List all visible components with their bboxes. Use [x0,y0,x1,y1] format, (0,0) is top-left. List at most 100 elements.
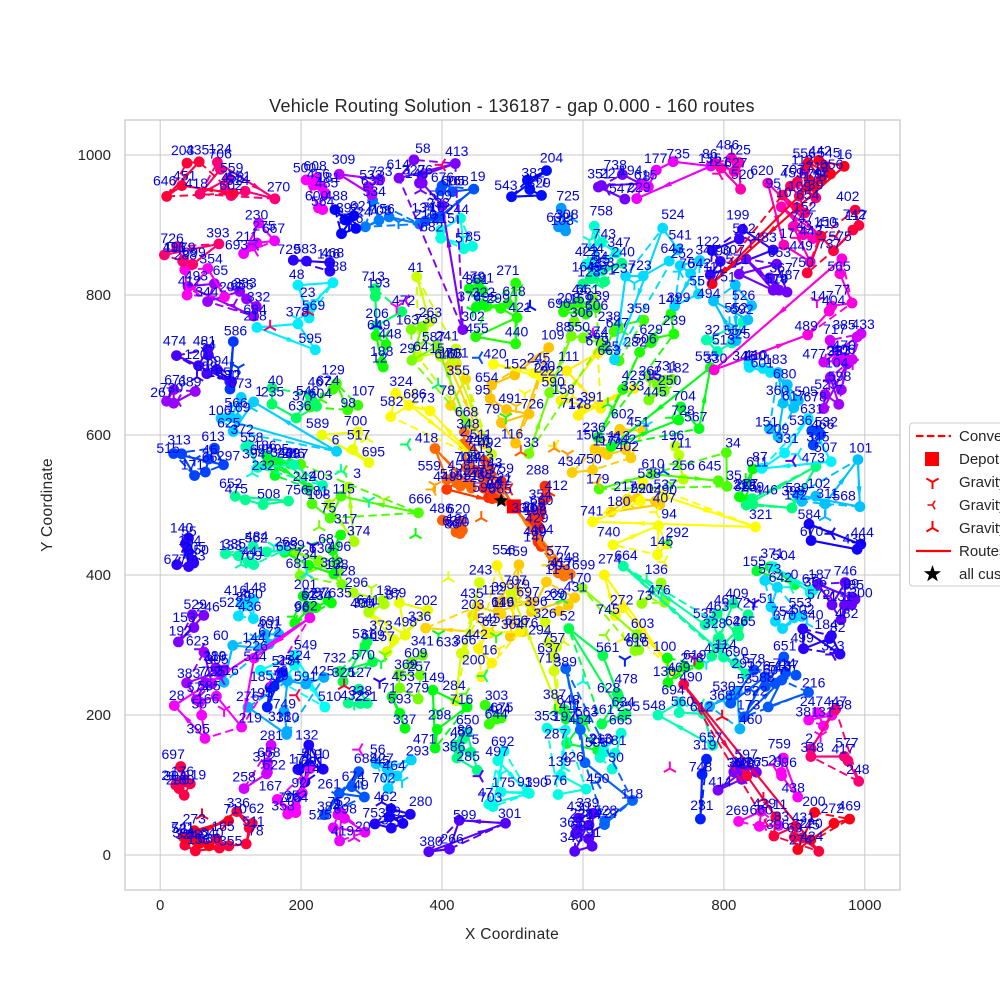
svg-text:29: 29 [400,340,416,356]
svg-text:747: 747 [488,472,512,488]
svg-text:187: 187 [808,566,832,582]
svg-text:106: 106 [208,402,232,418]
svg-text:16: 16 [837,146,853,162]
svg-text:426: 426 [561,749,585,765]
svg-text:249: 249 [277,444,301,460]
svg-text:326: 326 [533,605,557,621]
svg-text:589: 589 [306,415,330,431]
svg-text:33: 33 [523,434,539,450]
svg-text:30: 30 [608,749,624,765]
svg-text:248: 248 [846,761,870,777]
svg-text:738: 738 [604,156,628,172]
svg-text:333: 333 [621,377,645,393]
svg-text:308: 308 [555,206,579,222]
svg-text:281: 281 [260,727,284,743]
svg-text:652: 652 [219,475,243,491]
svg-text:407: 407 [738,754,762,770]
svg-text:460: 460 [739,711,763,727]
svg-text:44: 44 [572,281,588,297]
svg-text:500: 500 [293,160,317,176]
svg-text:469: 469 [838,798,862,814]
svg-text:616: 616 [626,634,650,650]
svg-text:559: 559 [220,160,244,176]
svg-text:541: 541 [669,227,693,243]
svg-text:152: 152 [504,355,528,371]
svg-text:413: 413 [445,143,469,159]
svg-text:510: 510 [318,688,342,704]
svg-text:622: 622 [262,756,286,772]
svg-text:261: 261 [318,776,342,792]
svg-text:11: 11 [545,561,560,577]
svg-text:466: 466 [811,416,835,432]
svg-text:586: 586 [224,322,248,338]
svg-text:11: 11 [773,796,788,812]
svg-text:182: 182 [666,360,690,376]
svg-text:680: 680 [773,365,797,381]
svg-text:477: 477 [802,345,826,361]
svg-text:173: 173 [737,696,761,712]
svg-text:720: 720 [532,358,556,374]
svg-text:656: 656 [505,612,529,628]
svg-text:202: 202 [414,592,438,608]
svg-text:177: 177 [644,150,668,166]
svg-text:412: 412 [545,477,569,493]
svg-text:302: 302 [461,308,485,324]
svg-text:179: 179 [586,470,610,486]
svg-text:287: 287 [544,726,568,742]
svg-text:203: 203 [171,142,195,158]
svg-text:120: 120 [184,346,208,362]
svg-text:670: 670 [800,523,824,539]
svg-text:81: 81 [611,732,627,748]
svg-text:190: 190 [525,774,549,790]
svg-text:476: 476 [647,582,671,598]
svg-text:55: 55 [181,523,197,539]
svg-text:422: 422 [575,243,599,259]
svg-text:309: 309 [332,151,356,167]
svg-text:127: 127 [349,664,373,680]
svg-text:701: 701 [445,344,469,360]
svg-text:23: 23 [300,284,316,300]
svg-text:531: 531 [352,626,376,642]
svg-text:371: 371 [760,545,784,561]
svg-text:729: 729 [277,241,301,257]
svg-text:200: 200 [289,897,314,914]
svg-text:all customers: all customers [959,566,1000,583]
svg-text:497: 497 [485,743,509,759]
svg-text:592: 592 [730,301,754,317]
svg-text:118: 118 [621,786,644,802]
svg-text:579: 579 [265,667,289,683]
svg-text:91: 91 [586,824,602,840]
svg-text:590: 590 [542,373,566,389]
svg-text:536: 536 [789,412,813,428]
svg-text:489: 489 [795,318,819,334]
svg-text:357: 357 [827,343,851,359]
svg-text:Gravity center: Gravity center [959,520,1000,537]
svg-text:677: 677 [164,551,188,567]
svg-text:382: 382 [521,165,545,181]
svg-text:419: 419 [331,822,355,838]
svg-text:645: 645 [698,457,722,473]
svg-text:288: 288 [526,462,550,478]
svg-text:236: 236 [582,419,606,435]
svg-text:239: 239 [663,312,687,328]
svg-text:444: 444 [851,524,875,540]
svg-text:742: 742 [843,206,867,222]
svg-text:400: 400 [350,595,374,611]
svg-text:653: 653 [768,244,792,260]
svg-text:48: 48 [289,266,305,282]
svg-text:292: 292 [666,524,690,540]
svg-text:402: 402 [836,188,860,204]
svg-text:271: 271 [496,262,520,278]
svg-text:596: 596 [774,754,798,770]
svg-text:355: 355 [447,362,471,378]
svg-text:147: 147 [810,288,834,304]
svg-text:216: 216 [802,675,826,691]
svg-text:95: 95 [765,175,781,191]
svg-text:379: 379 [507,576,531,592]
svg-text:60: 60 [213,627,229,643]
svg-text:1: 1 [255,383,263,399]
svg-text:185: 185 [841,576,865,592]
svg-text:297: 297 [217,448,241,464]
svg-text:572: 572 [807,586,831,602]
svg-text:290: 290 [166,772,190,788]
